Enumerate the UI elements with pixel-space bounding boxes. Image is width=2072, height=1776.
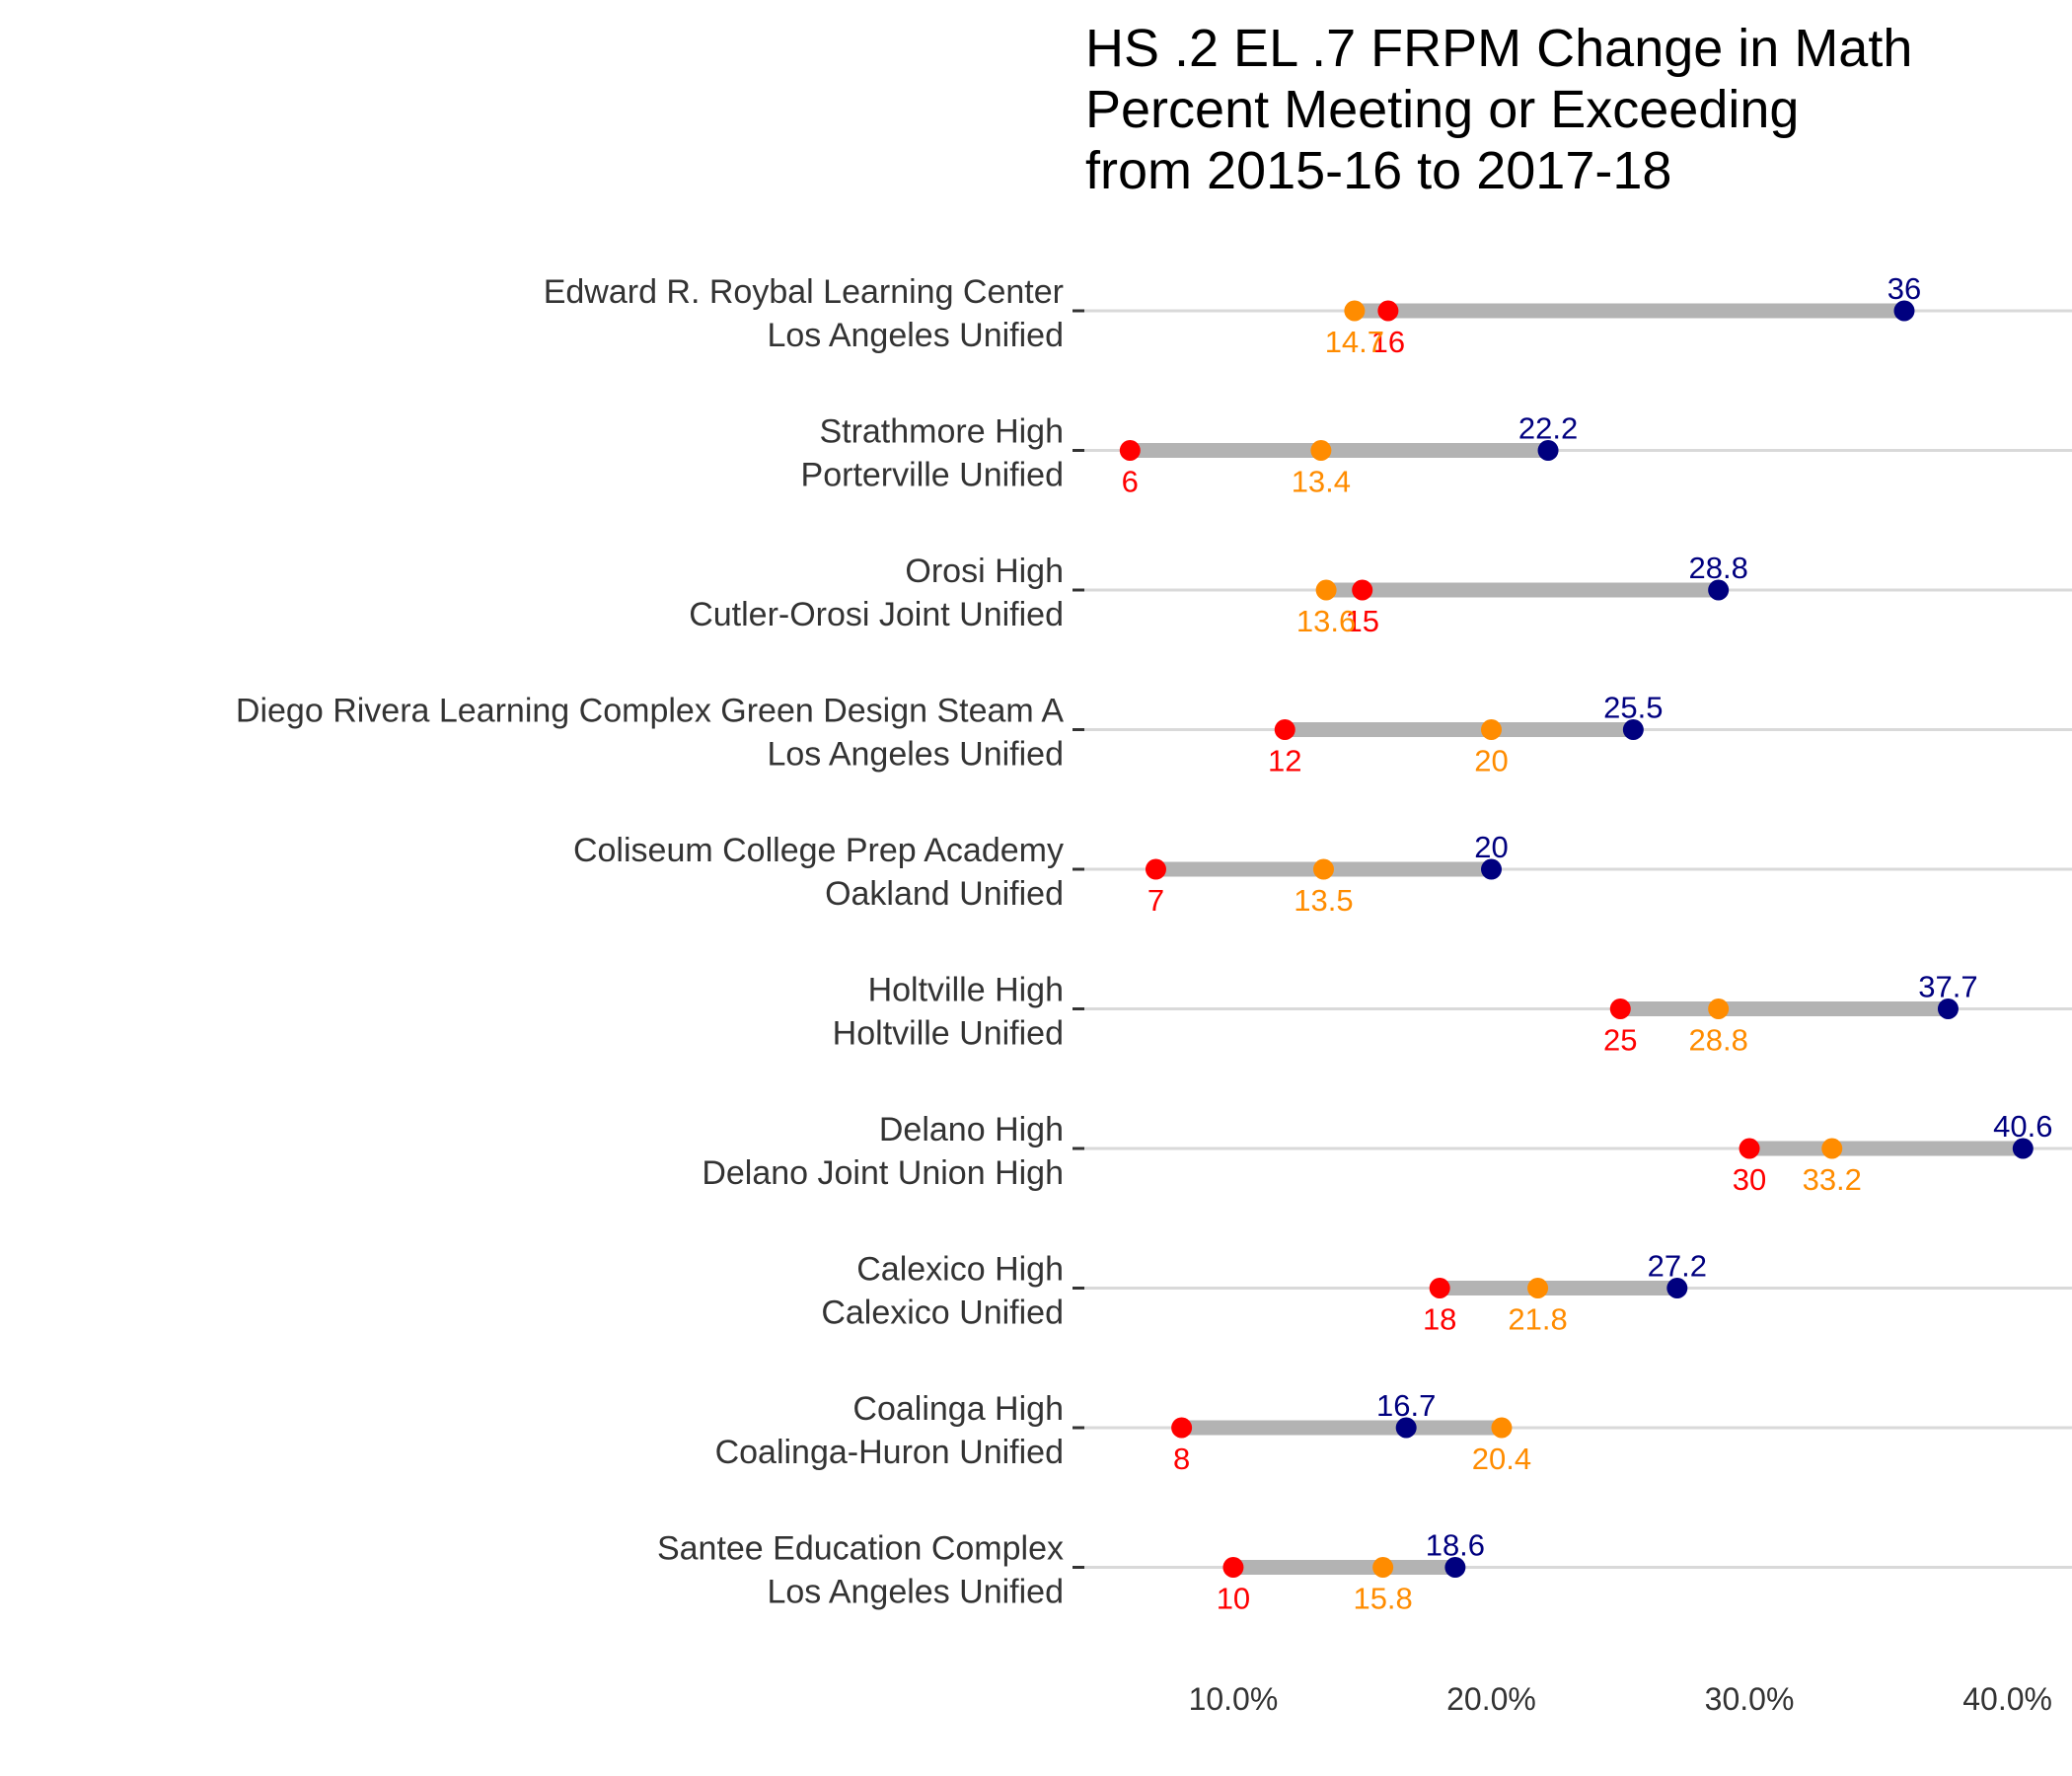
district-name-label: Coalinga-Huron Unified (715, 1434, 1064, 1471)
district-name-label: Cutler-Orosi Joint Unified (689, 596, 1064, 633)
red-point (1739, 1138, 1760, 1159)
red-value-label: 7 (1147, 883, 1164, 918)
chart-title-line-1: HS .2 EL .7 FRPM Change in Math (1085, 19, 1913, 78)
school-name-label: Holtville High (868, 972, 1064, 1009)
orange-value-label: 33.2 (1803, 1162, 1862, 1197)
red-value-label: 10 (1217, 1582, 1250, 1616)
school-name-label: Orosi High (905, 553, 1064, 590)
navy-value-label: 16.7 (1376, 1388, 1436, 1423)
navy-value-label: 22.2 (1518, 411, 1578, 446)
orange-point (1480, 719, 1502, 740)
red-value-label: 12 (1268, 744, 1301, 778)
x-tick-label: 20.0% (1446, 1681, 1536, 1717)
red-point (1145, 858, 1166, 880)
red-point (1352, 579, 1373, 601)
district-name-label: Holtville Unified (833, 1015, 1064, 1053)
chart-title: HS .2 EL .7 FRPM Change in Math Percent … (1085, 18, 2052, 201)
navy-value-label: 20 (1474, 830, 1508, 864)
navy-value-label: 36 (1887, 271, 1921, 306)
red-point (1119, 440, 1141, 461)
navy-point (1893, 300, 1915, 322)
red-value-label: 18 (1423, 1302, 1456, 1337)
school-name-label: Coalinga High (852, 1390, 1064, 1428)
red-point (1171, 1417, 1193, 1439)
grid-layer (1078, 309, 2072, 1569)
x-tick-label: 40.0% (1962, 1681, 2052, 1717)
navy-value-label: 37.7 (1918, 970, 1977, 1004)
orange-point (1372, 1557, 1394, 1578)
navy-point (1622, 719, 1644, 740)
red-point (1377, 300, 1399, 322)
navy-value-label: 40.6 (1993, 1109, 2052, 1144)
chart-title-line-3: from 2015-16 to 2017-18 (1085, 141, 1672, 200)
point-layer (1119, 300, 2034, 1578)
orange-value-label: 13.5 (1294, 883, 1353, 918)
district-name-label: Los Angeles Unified (767, 1574, 1064, 1611)
axis-layer: Edward R. Roybal Learning Center Los Ange… (236, 273, 2052, 1717)
navy-point (1708, 579, 1730, 601)
navy-point (1395, 1417, 1417, 1439)
navy-point (1937, 999, 1959, 1019)
school-name-label: Edward R. Roybal Learning Center (544, 273, 1064, 311)
red-value-label: 15 (1345, 604, 1378, 638)
school-name-label: Strathmore High (819, 413, 1064, 451)
orange-value-label: 28.8 (1688, 1023, 1747, 1058)
orange-point (1821, 1138, 1843, 1159)
school-name-label: Santee Education Complex (657, 1530, 1064, 1568)
navy-value-label: 25.5 (1603, 691, 1663, 725)
district-name-label: Los Angeles Unified (767, 736, 1064, 774)
red-value-label: 6 (1122, 465, 1139, 499)
orange-value-label: 20.4 (1472, 1442, 1531, 1476)
bar-layer (1130, 303, 2024, 1575)
navy-point (2012, 1138, 2034, 1159)
orange-point (1708, 999, 1730, 1019)
red-point (1609, 999, 1631, 1019)
district-name-label: Los Angeles Unified (767, 317, 1064, 354)
school-name-label: Coliseum College Prep Academy (573, 832, 1064, 869)
school-name-label: Calexico High (856, 1251, 1064, 1289)
orange-value-label: 20 (1474, 744, 1508, 778)
orange-value-label: 14.7 (1325, 325, 1384, 359)
orange-value-label: 21.8 (1508, 1302, 1567, 1337)
school-name-label: Delano High (879, 1111, 1064, 1148)
orange-point (1312, 858, 1334, 880)
x-tick-label: 10.0% (1189, 1681, 1279, 1717)
orange-point (1491, 1417, 1513, 1439)
red-point (1429, 1278, 1450, 1298)
orange-value-label: 13.4 (1292, 465, 1351, 499)
red-point (1274, 719, 1295, 740)
orange-value-label: 13.6 (1296, 604, 1356, 638)
navy-point (1666, 1278, 1688, 1298)
orange-point (1315, 579, 1337, 601)
navy-point (1444, 1557, 1466, 1578)
red-value-label: 16 (1371, 325, 1405, 359)
orange-value-label: 15.8 (1353, 1582, 1412, 1616)
red-value-label: 8 (1173, 1442, 1190, 1476)
navy-point (1537, 440, 1559, 461)
red-value-label: 25 (1603, 1023, 1637, 1058)
district-name-label: Calexico Unified (821, 1295, 1064, 1332)
navy-value-label: 28.8 (1688, 551, 1747, 585)
orange-point (1527, 1278, 1549, 1298)
navy-value-label: 27.2 (1648, 1249, 1707, 1284)
district-name-label: Oakland Unified (825, 875, 1064, 913)
navy-value-label: 18.6 (1426, 1528, 1485, 1563)
orange-point (1310, 440, 1332, 461)
x-tick-label: 30.0% (1705, 1681, 1795, 1717)
red-point (1222, 1557, 1244, 1578)
navy-point (1480, 858, 1502, 880)
district-name-label: Porterville Unified (801, 457, 1064, 494)
school-name-label: Diego Rivera Learning Complex Green Desi… (236, 693, 1064, 730)
orange-point (1344, 300, 1366, 322)
red-value-label: 30 (1733, 1162, 1766, 1197)
district-name-label: Delano Joint Union High (702, 1154, 1064, 1192)
chart-title-line-2: Percent Meeting or Exceeding (1085, 80, 1800, 139)
